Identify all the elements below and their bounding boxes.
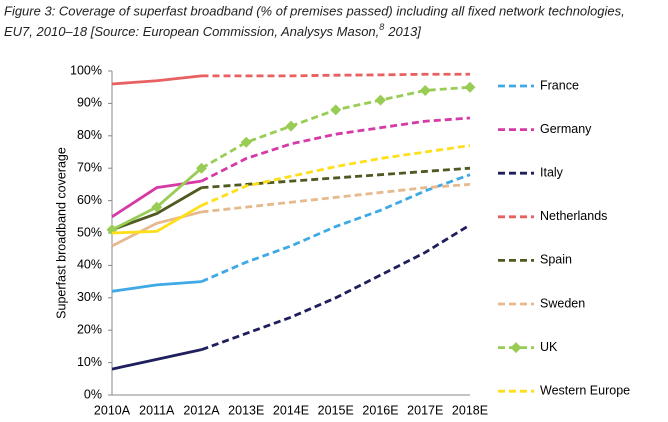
y-axis-label: Superfast broadband coverage [54, 147, 68, 319]
legend-label: Italy [540, 165, 564, 179]
point-marker [375, 94, 386, 106]
legend-label: Spain [540, 253, 572, 267]
point-marker [330, 104, 342, 116]
legend-label: Netherlands [540, 209, 607, 223]
legend-marker [510, 342, 522, 354]
series-line [201, 223, 471, 351]
y-tick-label: 40% [77, 258, 102, 272]
y-tick-label: 60% [77, 193, 102, 207]
x-tick-label: 2010A [94, 403, 131, 417]
point-marker [240, 136, 252, 148]
series-line [111, 280, 202, 293]
legend-label: Sweden [540, 296, 585, 310]
point-marker [285, 120, 297, 132]
x-tick-label: 2012A [183, 403, 220, 417]
point-marker [196, 162, 207, 174]
series-line [111, 179, 202, 218]
y-tick-label: 50% [77, 225, 102, 239]
y-tick-label: 30% [77, 290, 102, 304]
series-line [111, 210, 202, 248]
title-tail: 2013] [387, 24, 421, 39]
series-line [200, 173, 471, 283]
series-line [201, 72, 470, 78]
y-tick-label: 80% [77, 128, 102, 142]
series-line [111, 204, 203, 235]
x-tick-label: 2015E [318, 403, 354, 417]
legend-label: France [540, 78, 579, 92]
title-note: 8 [379, 22, 384, 32]
x-tick-label: 2016E [362, 403, 398, 417]
legend-label: UK [540, 340, 558, 354]
chart-title: EU7, 2010–18 [Source: European Commissio… [4, 22, 421, 39]
series-line [111, 167, 203, 232]
series-line [200, 116, 471, 183]
x-tick-label: 2011A [139, 403, 175, 417]
legend-label: Western Europe [540, 383, 630, 397]
y-tick-label: 90% [77, 96, 102, 110]
series-line [201, 183, 471, 214]
point-marker [464, 81, 476, 93]
x-tick-label: 2014E [273, 403, 309, 417]
x-tick-label: 2013E [228, 403, 264, 417]
series-line [111, 74, 202, 86]
y-tick-label: 100% [70, 63, 102, 77]
series-line [200, 144, 471, 207]
x-tick-label: 2018E [452, 403, 488, 417]
legend-label: Germany [540, 122, 592, 136]
chart-title: Figure 3: Coverage of superfast broadban… [4, 3, 625, 18]
series-line [111, 186, 203, 232]
y-tick-label: 10% [77, 355, 102, 369]
point-marker [419, 84, 431, 96]
y-tick-label: 70% [77, 160, 102, 174]
chart-title: EU7, 2010–18 [Source: European Commissio… [4, 24, 379, 39]
series-line [201, 166, 471, 190]
series-line [111, 348, 202, 371]
series-line [200, 85, 471, 170]
y-tick-label: 20% [77, 322, 102, 336]
x-tick-label: 2017E [407, 403, 443, 417]
y-tick-label: 0% [84, 387, 102, 401]
point-marker [151, 201, 163, 213]
